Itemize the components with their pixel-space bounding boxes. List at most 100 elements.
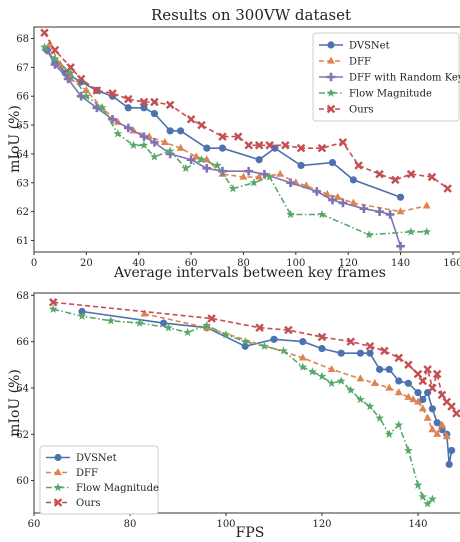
data-point — [359, 204, 369, 214]
data-point — [438, 420, 446, 428]
x-tick-label: 140 — [408, 519, 427, 530]
data-point — [356, 394, 365, 404]
legend-marker — [326, 72, 336, 82]
data-point — [48, 298, 58, 307]
data-point — [150, 109, 159, 118]
data-point — [443, 184, 452, 193]
data-point — [186, 155, 196, 164]
data-point — [406, 227, 416, 236]
x-tick-label: 40 — [132, 258, 145, 269]
x-tick-label: 60 — [185, 258, 198, 269]
plot-frame — [33, 292, 460, 514]
legend-marker — [326, 88, 336, 97]
data-point — [308, 367, 317, 376]
data-point — [428, 494, 437, 503]
data-point — [428, 425, 437, 433]
y-tick-label: 63 — [16, 178, 29, 189]
series-ours — [48, 298, 460, 418]
data-point — [244, 166, 253, 176]
legend-label: Flow Magnitude — [349, 89, 432, 100]
data-point — [366, 349, 374, 357]
data-point — [124, 104, 132, 112]
data-point — [298, 353, 307, 361]
data-point — [176, 143, 185, 151]
legend-marker — [326, 104, 336, 114]
data-point — [129, 140, 138, 149]
data-point — [413, 480, 423, 489]
data-point — [192, 152, 201, 160]
data-point — [413, 369, 423, 379]
data-point — [265, 172, 275, 181]
plot-frame — [33, 26, 460, 253]
legend-label: DFF with Random Key — [349, 73, 460, 84]
data-point — [108, 89, 117, 98]
y-tick-label: 61 — [16, 236, 29, 247]
legend-label: Ours — [349, 105, 374, 116]
series-dff-with-random-key — [42, 45, 405, 251]
data-point — [422, 201, 431, 209]
data-point — [338, 198, 348, 208]
data-point — [317, 143, 327, 153]
legend-item-dvsnet: DVSNet — [46, 453, 117, 464]
series-dvsnet — [78, 307, 456, 468]
data-point — [218, 132, 227, 141]
x-tick-label: 120 — [312, 519, 331, 530]
data-point — [165, 146, 175, 155]
legend-item-dvsnet: DVSNet — [319, 41, 390, 52]
data-point — [337, 349, 345, 357]
data-point — [286, 178, 295, 188]
series-line — [43, 32, 449, 190]
data-point — [299, 338, 307, 346]
data-point — [186, 115, 196, 124]
data-point — [265, 141, 274, 150]
data-point — [203, 144, 211, 152]
y-tick-label: 64 — [16, 149, 29, 160]
data-point — [364, 230, 374, 239]
data-point — [92, 86, 102, 95]
data-point — [221, 330, 231, 339]
data-point — [354, 161, 363, 170]
data-point — [183, 327, 192, 337]
y-tick-label: 66 — [16, 337, 29, 348]
x-axis-label: FPS — [236, 525, 265, 541]
data-point — [356, 374, 365, 382]
data-point — [404, 392, 413, 400]
series-ours — [40, 28, 452, 193]
data-point — [394, 420, 404, 429]
legend-label: DFF — [349, 57, 371, 68]
data-point — [197, 155, 206, 164]
data-point — [244, 141, 253, 150]
data-point — [428, 405, 436, 413]
data-point — [419, 395, 427, 404]
data-point — [45, 39, 54, 47]
legend-item-ours: Ours — [319, 105, 374, 116]
data-point — [437, 390, 447, 400]
legend-label: Ours — [76, 498, 101, 509]
data-point — [318, 344, 326, 353]
data-point — [260, 341, 269, 350]
legend-box — [312, 32, 460, 122]
data-point — [260, 169, 269, 179]
data-point — [40, 42, 49, 51]
data-point — [394, 353, 404, 363]
data-point — [396, 207, 405, 215]
x-tick-label: 140 — [391, 258, 410, 269]
x-tick-label: 100 — [286, 258, 305, 269]
chart-fps: 60 62 64 66 68 60 80 100 120 140 FPS mIoU (%) DV… — [7, 291, 460, 541]
data-point — [113, 129, 123, 138]
legend: DVSNet DFF DFF with Random Key Flow Magnitu… — [312, 32, 460, 122]
data-point — [106, 316, 116, 325]
data-point — [422, 227, 432, 236]
data-point — [406, 169, 416, 179]
legend-item-ours: Ours — [46, 498, 101, 509]
data-point — [346, 385, 356, 394]
data-point — [404, 445, 413, 455]
data-point — [328, 195, 337, 205]
data-point — [428, 383, 437, 393]
data-point — [270, 335, 278, 343]
x-axis-label: Average intervals between key frames — [113, 265, 386, 281]
data-point — [423, 413, 432, 421]
data-point — [394, 388, 403, 396]
chart-300vw-key-intervals: Results on 300VW dataset 61 62 63 64 65 66 67 6… — [7, 6, 460, 281]
legend-marker — [53, 498, 63, 507]
